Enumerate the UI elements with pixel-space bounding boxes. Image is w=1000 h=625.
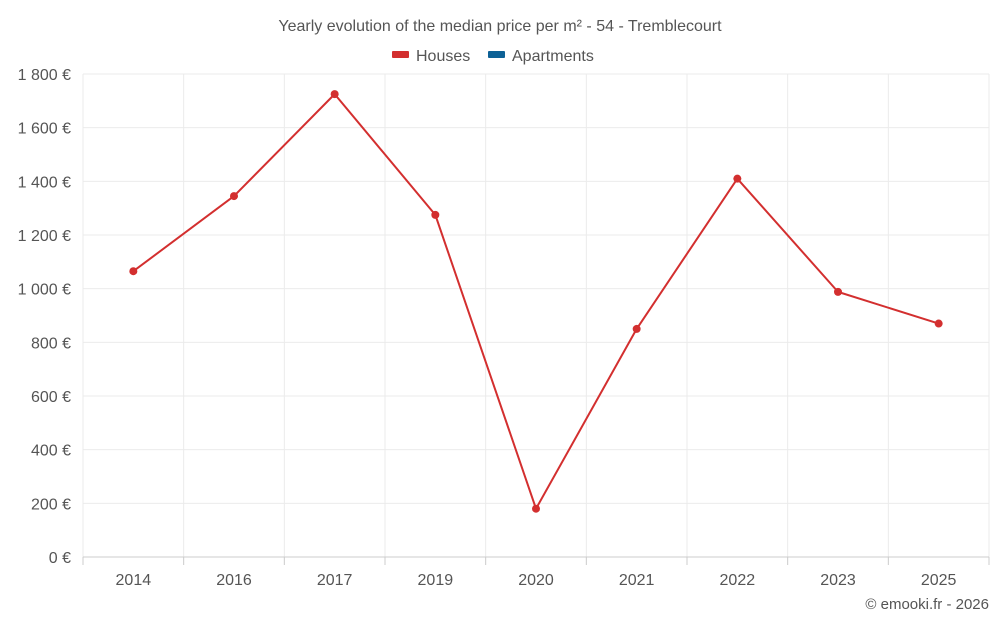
y-tick-label: 200 € <box>31 496 71 513</box>
y-axis: 0 € 200 € 400 € 600 € 800 € 1 000 € 1 200 € 1 4… <box>18 67 71 567</box>
x-tick-label: 2019 <box>418 572 454 589</box>
y-tick-label: 1 400 € <box>18 174 71 191</box>
data-point-houses[interactable] <box>129 267 138 276</box>
data-point-houses[interactable] <box>532 504 540 513</box>
chart-title: Yearly evolution of the median price per… <box>278 18 722 35</box>
x-tick-label: 2017 <box>317 572 353 589</box>
y-tick-label: 600 € <box>31 389 71 406</box>
y-tick-label: 1 600 € <box>18 121 71 138</box>
plot-area <box>129 90 943 513</box>
y-tick-label: 400 € <box>31 443 71 460</box>
legend-label-houses: Houses <box>416 48 470 65</box>
y-tick-label: 0 € <box>49 550 71 567</box>
x-tick-label: 2016 <box>216 572 252 589</box>
data-point-houses[interactable] <box>834 287 842 296</box>
y-tick-label: 800 € <box>31 335 71 352</box>
y-tick-label: 1 800 € <box>18 67 71 84</box>
credit-text: © emooki.fr - 2026 <box>865 596 989 613</box>
series-line-houses <box>132 93 939 510</box>
x-tick-label: 2020 <box>518 572 554 589</box>
data-point-houses[interactable] <box>632 324 641 333</box>
data-point-houses[interactable] <box>934 319 943 328</box>
legend: Houses Apartments <box>392 48 594 65</box>
legend-label-apartments: Apartments <box>512 48 594 65</box>
x-tick-label: 2021 <box>619 572 655 589</box>
grid <box>82 73 990 557</box>
x-axis: 2014 2016 2017 2019 2020 2021 2022 2023 2025 <box>82 556 990 589</box>
data-point-houses[interactable] <box>733 174 742 183</box>
data-point-houses[interactable] <box>230 192 238 201</box>
legend-swatch-houses <box>392 51 409 58</box>
y-tick-label: 1 200 € <box>18 228 71 245</box>
x-tick-label: 2023 <box>820 572 856 589</box>
legend-item-apartments[interactable]: Apartments <box>488 48 594 65</box>
legend-swatch-apartments <box>488 51 505 58</box>
x-tick-label: 2014 <box>116 572 152 589</box>
y-tick-label: 1 000 € <box>18 282 71 299</box>
data-point-houses[interactable] <box>330 90 339 99</box>
x-tick-label: 2022 <box>720 572 756 589</box>
x-tick-label: 2025 <box>921 572 957 589</box>
data-point-houses[interactable] <box>431 210 440 219</box>
legend-item-houses[interactable]: Houses <box>392 48 470 65</box>
